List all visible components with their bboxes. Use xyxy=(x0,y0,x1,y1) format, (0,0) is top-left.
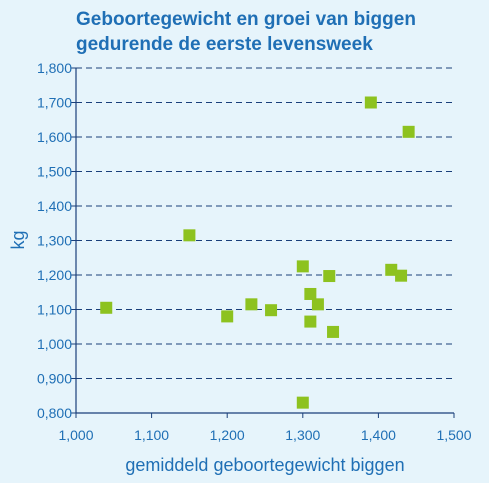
x-tick-label: 1,000 xyxy=(58,427,93,443)
x-axis-title: gemiddeld geboortegewicht biggen xyxy=(125,455,404,475)
x-tick-label: 1,100 xyxy=(134,427,169,443)
y-tick-label: 1,300 xyxy=(37,233,72,249)
data-point xyxy=(304,287,317,300)
data-point xyxy=(385,263,398,276)
data-point xyxy=(304,315,317,328)
y-tick-label: 1,600 xyxy=(37,129,72,145)
y-tick-label: 1,800 xyxy=(37,60,72,76)
y-tick-label: 0,900 xyxy=(37,371,72,387)
chart-title-line-1: Geboortegewicht en groei van biggen xyxy=(76,9,416,30)
data-point xyxy=(402,125,415,138)
y-axis-title: kg xyxy=(8,230,28,249)
data-point xyxy=(296,396,309,409)
data-point xyxy=(311,298,324,311)
data-point xyxy=(327,325,340,338)
data-point xyxy=(296,260,309,273)
x-tick-label: 1,300 xyxy=(285,427,320,443)
data-point xyxy=(364,96,377,109)
y-tick-label: 1,000 xyxy=(37,336,72,352)
x-tick-label: 1,500 xyxy=(436,427,471,443)
x-tick-labels: 1,000 1,100 1,200 1,300 1,400 1,500 xyxy=(58,427,471,443)
data-point xyxy=(395,269,408,282)
gridlines xyxy=(71,67,455,418)
chart-title-line-2: gedurende de eerste levensweek xyxy=(76,34,373,55)
data-point xyxy=(245,298,258,311)
x-tick-label: 1,200 xyxy=(210,427,245,443)
y-tick-label: 1,500 xyxy=(37,164,72,180)
y-tick-label: 1,200 xyxy=(37,267,72,283)
axes xyxy=(75,68,454,414)
data-point xyxy=(323,270,336,283)
y-tick-label: 1,700 xyxy=(37,95,72,111)
data-point xyxy=(183,229,196,242)
y-tick-labels: 0,800 0,900 1,000 1,100 1,200 1,300 1,400 1,500… xyxy=(37,60,72,421)
x-tick-label: 1,400 xyxy=(361,427,396,443)
data-point xyxy=(100,301,113,314)
data-point xyxy=(265,304,278,317)
y-tick-label: 1,400 xyxy=(37,198,72,214)
y-tick-label: 0,800 xyxy=(37,405,72,421)
data-points xyxy=(100,96,415,409)
y-tick-label: 1,100 xyxy=(37,302,72,318)
data-point xyxy=(221,310,234,323)
